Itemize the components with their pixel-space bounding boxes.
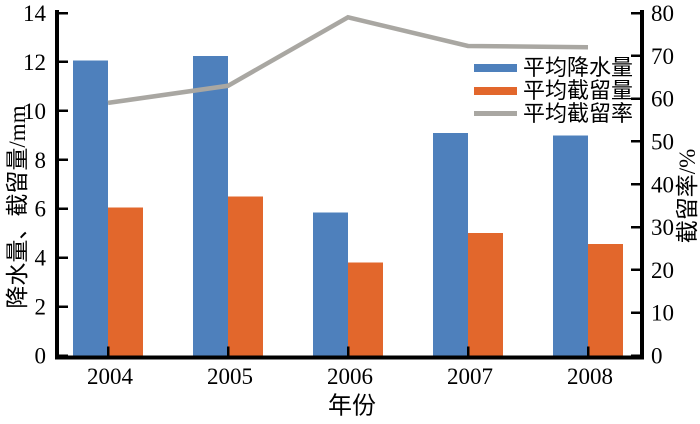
x-tick-label: 2006	[327, 364, 373, 389]
bar-平均降水量-2008	[553, 135, 588, 356]
legend-item-precipitation: 平均降水量	[474, 56, 633, 79]
left-tick-label: 14	[23, 1, 47, 26]
left-axis-title: 降水量、截留量/mm	[5, 105, 30, 309]
legend-label-interception: 平均截留量	[523, 77, 634, 103]
right-tick-label: 60	[651, 87, 674, 112]
right-axis-title: 截留率/%	[675, 148, 700, 244]
bar-平均截留量-2006	[348, 262, 383, 356]
interception-rate-line	[107, 14, 589, 106]
bar-平均降水量-2004	[73, 60, 108, 356]
right-tick-label: 80	[651, 1, 674, 26]
interception-series-swatch	[474, 86, 517, 95]
left-tick-label: 10	[23, 99, 46, 124]
precipitation-series-swatch	[474, 63, 517, 72]
legend-label-interception-rate: 平均截留率	[523, 100, 634, 126]
bar-平均截留量-2007	[468, 233, 503, 356]
bar-平均截留量-2005	[228, 196, 263, 356]
right-tick-label: 10	[651, 301, 674, 326]
bar-平均降水量-2006	[313, 212, 348, 356]
left-tick-label: 12	[23, 50, 46, 75]
bar-平均降水量-2007	[433, 132, 468, 356]
left-tick-label: 6	[35, 197, 47, 222]
left-tick-label: 2	[35, 295, 47, 320]
bar-平均截留量-2008	[588, 244, 623, 356]
bar-平均截留量-2004	[108, 207, 143, 356]
x-tick-label: 2008	[567, 364, 613, 389]
x-axis-title: 年份	[328, 393, 376, 420]
interception-rate-series-swatch	[474, 111, 517, 116]
right-tick-label: 70	[651, 44, 674, 69]
legend-item-interception-rate: 平均截留率	[474, 102, 633, 125]
right-tick-label: 30	[651, 215, 674, 240]
x-tick-label: 2005	[207, 364, 253, 389]
right-tick-label: 40	[651, 172, 674, 197]
legend-item-interception: 平均截留量	[474, 79, 633, 102]
legend-label-precipitation: 平均降水量	[523, 54, 634, 80]
legend: 平均降水量 平均截留量 平均截留率	[474, 56, 633, 125]
bar-平均降水量-2005	[193, 55, 228, 356]
right-tick-label: 20	[651, 258, 674, 283]
right-tick-label: 50	[651, 129, 674, 154]
x-tick-label: 2004	[87, 364, 134, 389]
x-tick-label: 2007	[447, 364, 493, 389]
left-tick-label: 8	[35, 148, 47, 173]
left-tick-label: 4	[35, 246, 47, 271]
right-tick-label: 0	[651, 344, 663, 369]
left-tick-label: 0	[35, 344, 47, 369]
